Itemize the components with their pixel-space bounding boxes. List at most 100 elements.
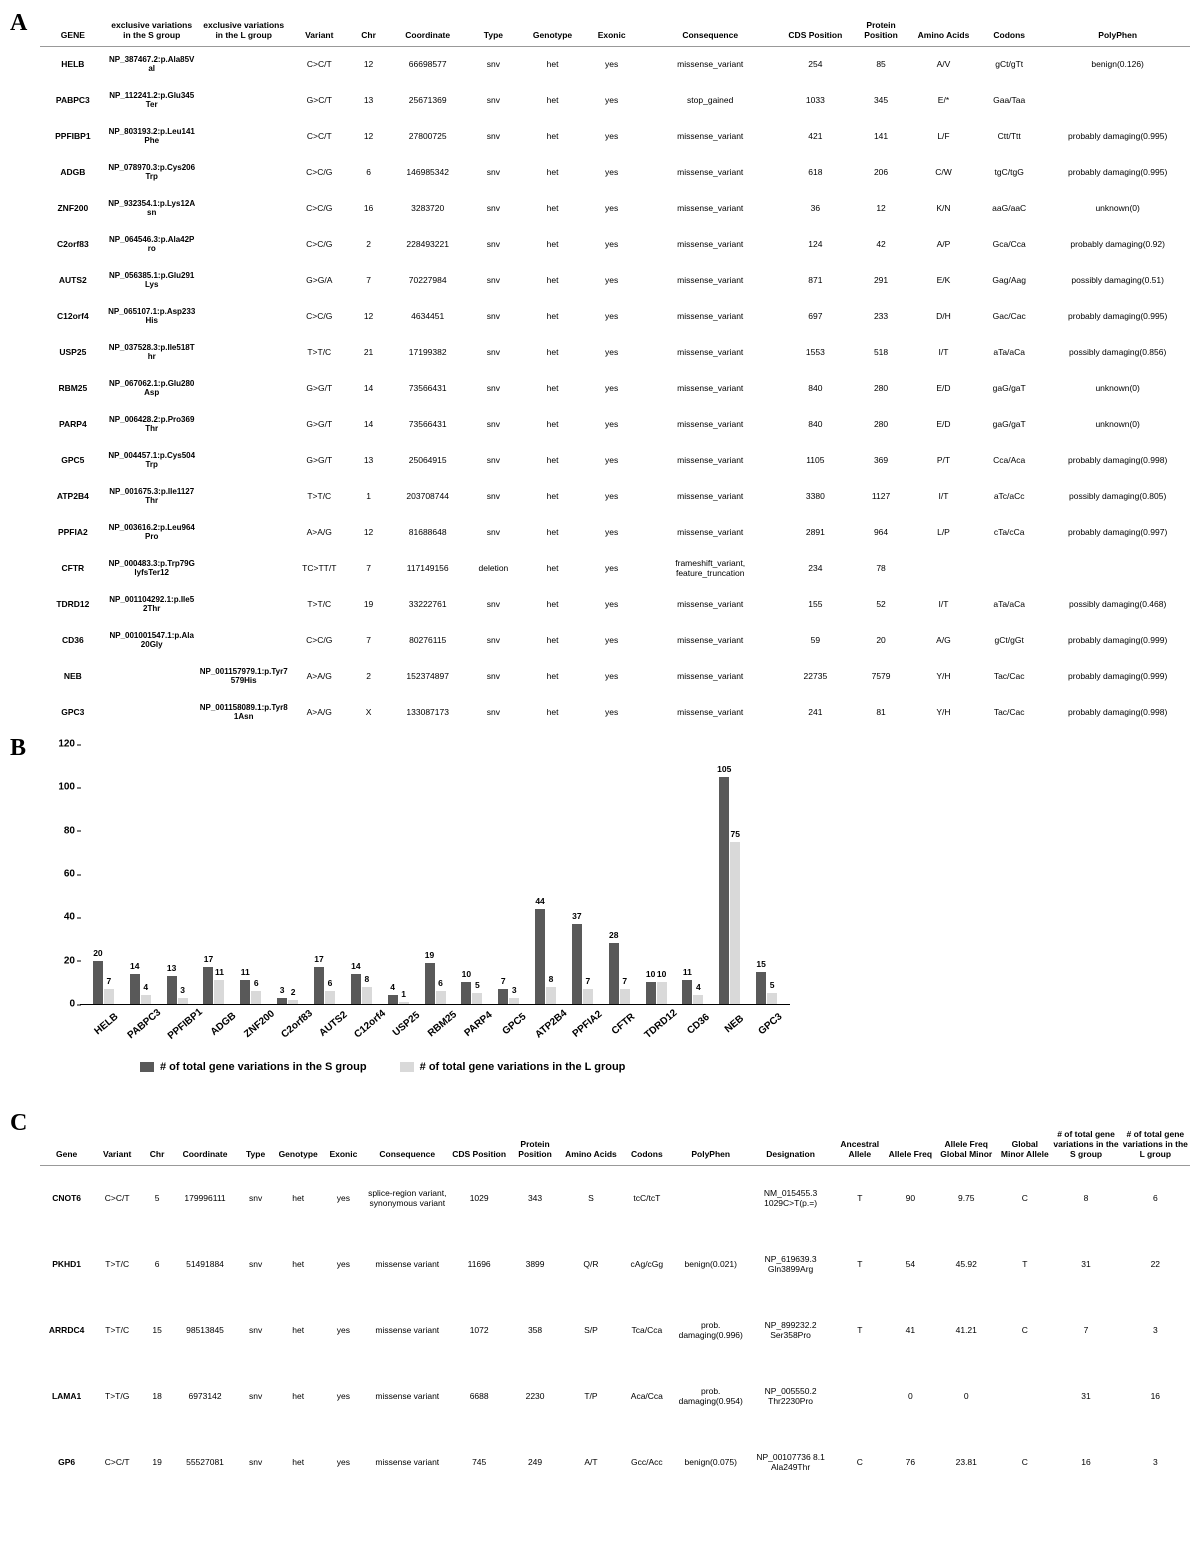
table-cell <box>198 262 290 298</box>
table-cell: 179996111 <box>173 1165 237 1231</box>
table-header: Consequence <box>638 10 783 46</box>
table-cell: NP_387467.2:p.Ala85Val <box>106 46 198 82</box>
table-cell: missense_variant <box>638 334 783 370</box>
table-cell: 73566431 <box>388 370 467 406</box>
table-cell: 871 <box>783 262 849 298</box>
bar-value-label: 10 <box>646 969 655 979</box>
table-cell: yes <box>322 1231 365 1297</box>
table-cell: het <box>520 118 586 154</box>
table-cell: het <box>520 226 586 262</box>
table-cell: 12 <box>349 118 388 154</box>
table-cell: 16 <box>349 190 388 226</box>
table-cell: het <box>274 1363 322 1429</box>
table-cell: yes <box>585 298 638 334</box>
panel-a-label: A <box>10 10 27 37</box>
table-cell: 12 <box>349 46 388 82</box>
table-cell: het <box>520 658 586 694</box>
table-cell: NP_004457.1:p.Cys504Trp <box>106 442 198 478</box>
table-cell: 358 <box>508 1297 561 1363</box>
table-cell: 45.92 <box>934 1231 998 1297</box>
bar-l: 4 <box>141 995 151 1004</box>
table-cell: snv <box>467 190 520 226</box>
bar-s: 7 <box>498 989 508 1004</box>
table-cell: NP_006428.2:p.Pro369Thr <box>106 406 198 442</box>
bar-s: 11 <box>240 980 250 1004</box>
bar-s: 3 <box>277 998 287 1005</box>
bar-group: 133 <box>159 976 196 1004</box>
table-header: Genotype <box>274 1110 322 1165</box>
bar-value-label: 4 <box>143 982 148 992</box>
table-c: GeneVariantChrCoordinateTypeGenotypeExon… <box>40 1110 1190 1495</box>
table-cell: T>T/C <box>93 1231 141 1297</box>
table-cell: Q/R <box>562 1231 621 1297</box>
bar-value-label: 105 <box>717 764 731 774</box>
table-header: exclusive variations in the L group <box>198 10 290 46</box>
table-cell: probably damaging(0.998) <box>1045 442 1190 478</box>
table-cell: missense_variant <box>638 622 783 658</box>
table-cell: snv <box>467 226 520 262</box>
table-cell: possibly damaging(0.805) <box>1045 478 1190 514</box>
table-cell: 13 <box>349 82 388 118</box>
table-header: Codons <box>973 10 1045 46</box>
table-cell: missense_variant <box>638 298 783 334</box>
table-cell: probably damaging(0.998) <box>1045 694 1190 730</box>
table-cell: C>C/G <box>290 190 349 226</box>
table-cell: probably damaging(0.92) <box>1045 226 1190 262</box>
table-cell: gaG/gaT <box>973 370 1045 406</box>
table-cell: 54 <box>886 1231 934 1297</box>
table-cell: 7 <box>349 622 388 658</box>
table-header: Chr <box>141 1110 173 1165</box>
table-cell: NP_001104292.1:p.Ile52Thr <box>106 586 198 622</box>
table-row: GPC5NP_004457.1:p.Cys504TrpG>G/T13250649… <box>40 442 1190 478</box>
table-cell: 152374897 <box>388 658 467 694</box>
y-axis-tick: 60 <box>64 869 75 880</box>
table-cell: NP_00107736 8.1 Ala249Thr <box>748 1429 833 1495</box>
table-cell: PARP4 <box>40 406 106 442</box>
table-cell: NEB <box>40 658 106 694</box>
table-cell: snv <box>237 1231 274 1297</box>
table-cell <box>673 1165 748 1231</box>
table-cell: yes <box>322 1297 365 1363</box>
table-cell: K/N <box>914 190 973 226</box>
bar-value-label: 4 <box>696 982 701 992</box>
table-cell: 133087173 <box>388 694 467 730</box>
table-cell: het <box>274 1297 322 1363</box>
table-cell: snv <box>467 406 520 442</box>
table-cell: Y/H <box>914 658 973 694</box>
table-header: Exonic <box>585 10 638 46</box>
legend-swatch-icon <box>400 1062 414 1072</box>
table-cell: 233 <box>848 298 914 334</box>
bar-s: 15 <box>756 972 766 1005</box>
bar-s: 4 <box>388 995 398 1004</box>
chart-legend: # of total gene variations in the S grou… <box>80 1061 790 1075</box>
table-cell: C>C/T <box>290 118 349 154</box>
table-header: Amino Acids <box>914 10 973 46</box>
table-cell: 117149156 <box>388 550 467 586</box>
table-cell: Aca/Cca <box>620 1363 673 1429</box>
table-cell: missense_variant <box>638 154 783 190</box>
table-cell: 76 <box>886 1429 934 1495</box>
table-cell: probably damaging(0.995) <box>1045 118 1190 154</box>
y-axis-tick: 120 <box>58 739 75 750</box>
table-cell: HELB <box>40 46 106 82</box>
table-cell: snv <box>237 1363 274 1429</box>
table-header: Designation <box>748 1110 833 1165</box>
table-cell: C>C/G <box>290 226 349 262</box>
table-cell: I/T <box>914 478 973 514</box>
table-cell: snv <box>467 442 520 478</box>
table-cell: gCt/gGt <box>973 622 1045 658</box>
bar-l: 1 <box>399 1002 409 1004</box>
table-cell: 141 <box>848 118 914 154</box>
table-header: Allele Freq <box>886 1110 934 1165</box>
table-row: LAMA1T>T/G186973142snvhetyesmissense var… <box>40 1363 1190 1429</box>
table-cell: TC>TT/T <box>290 550 349 586</box>
table-cell: snv <box>467 514 520 550</box>
bar-l: 8 <box>362 987 372 1004</box>
table-cell: yes <box>585 118 638 154</box>
table-cell: benign(0.021) <box>673 1231 748 1297</box>
table-cell: 31 <box>1051 1231 1120 1297</box>
bar-group: 116 <box>232 980 269 1004</box>
bar-value-label: 75 <box>731 829 740 839</box>
table-cell: 206 <box>848 154 914 190</box>
table-row: HELBNP_387467.2:p.Ala85ValC>C/T126669857… <box>40 46 1190 82</box>
